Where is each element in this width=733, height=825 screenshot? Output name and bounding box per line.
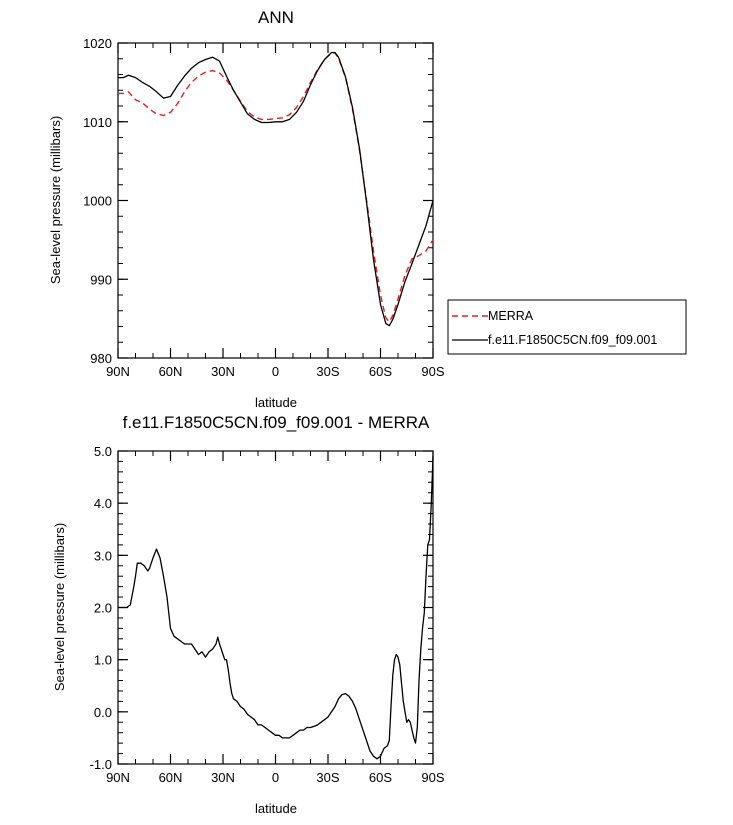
bottom-x-axis-label: latitude — [255, 801, 297, 816]
bottom-x-tick-label: 60S — [369, 770, 392, 785]
top-x-tick-label: 0 — [272, 364, 279, 379]
legend-merra-label: MERRA — [488, 309, 534, 323]
bottom-x-tick-label: 90N — [106, 770, 130, 785]
bottom-y-axis-label: Sea-level pressure (millibars) — [52, 523, 67, 691]
bottom-y-tick-label: 4.0 — [94, 496, 112, 511]
top-y-axis-label: Sea-level pressure (millibars) — [48, 116, 63, 284]
bottom-x-tick-label: 30S — [316, 770, 339, 785]
top-y-tick-label: 980 — [90, 351, 112, 366]
top-x-tick-label: 30S — [316, 364, 339, 379]
bottom-series — [118, 456, 434, 760]
top-x-tick-label: 60S — [369, 364, 392, 379]
top-x-tick-label: 90S — [421, 364, 444, 379]
bottom-panel: f.e11.F1850C5CN.f09_f09.001 - MERRA 90N 6… — [52, 413, 445, 816]
bottom-ticks: 90N 60N 30N 0 30S 60S 90S -1.0 0.0 1.0 2.0 3.0 4.0 5.… — [90, 444, 445, 785]
top-ticks: 90N 60N 30N 0 30S 60S 90S 980 990 1000 1010 1020 — [83, 36, 445, 379]
top-y-tick-label: 990 — [90, 272, 112, 287]
bottom-x-tick-label: 30N — [211, 770, 235, 785]
top-x-tick-label: 30N — [211, 364, 235, 379]
top-y-tick-label: 1000 — [83, 194, 112, 209]
top-series-line-model — [118, 51, 434, 327]
top-panel: ANN 90N 60N 30N 0 30S 60S 90S 980 990 1000 1010 102… — [48, 8, 687, 410]
bottom-y-tick-label: 1.0 — [94, 653, 112, 668]
top-series-line-merra — [118, 52, 434, 323]
bottom-y-tick-label: 0.0 — [94, 705, 112, 720]
top-series — [118, 51, 434, 327]
legend-model-label: f.e11.F1850C5CN.f09_f09.001 — [488, 333, 657, 347]
top-x-tick-label: 90N — [106, 364, 130, 379]
bottom-y-tick-label: 2.0 — [94, 601, 112, 616]
bottom-plot-frame — [117, 450, 434, 765]
top-chart-title: ANN — [258, 8, 294, 27]
bottom-y-tick-label: -1.0 — [90, 757, 112, 772]
bottom-y-tick-label: 3.0 — [94, 548, 112, 563]
top-plot-frame — [117, 42, 434, 359]
top-x-tick-label: 60N — [159, 364, 183, 379]
top-y-tick-label: 1020 — [83, 36, 112, 51]
bottom-x-tick-label: 60N — [159, 770, 183, 785]
top-x-axis-label: latitude — [255, 395, 297, 410]
top-y-tick-label: 1010 — [83, 115, 112, 130]
legend-box — [447, 299, 687, 355]
bottom-x-tick-label: 0 — [272, 770, 279, 785]
bottom-chart-title: f.e11.F1850C5CN.f09_f09.001 - MERRA — [123, 413, 430, 432]
bottom-series-line-difference — [118, 456, 434, 760]
bottom-x-tick-label: 90S — [421, 770, 444, 785]
bottom-y-tick-label: 5.0 — [94, 444, 112, 459]
legend: MERRA f.e11.F1850C5CN.f09_f09.001 — [447, 299, 687, 355]
